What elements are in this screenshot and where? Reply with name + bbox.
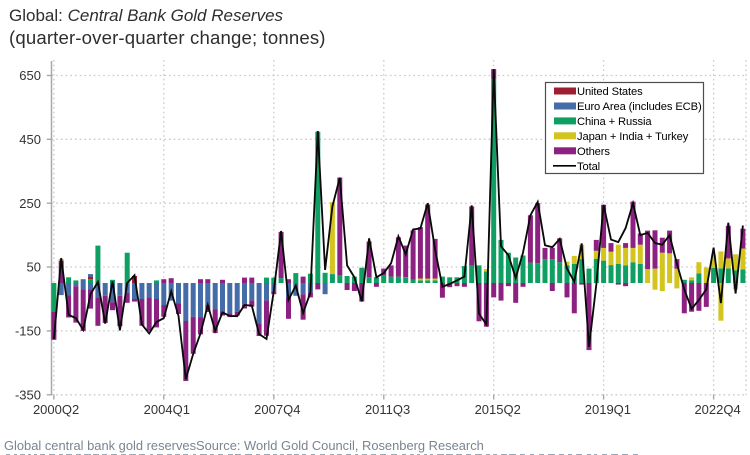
svg-text:2022Q4: 2022Q4 <box>694 402 740 417</box>
svg-text:Total: Total <box>577 161 600 173</box>
svg-text:2011Q3: 2011Q3 <box>365 402 410 417</box>
svg-text:2007Q4: 2007Q4 <box>254 402 300 417</box>
svg-text:United States: United States <box>577 86 643 98</box>
svg-text:China + Russia: China + Russia <box>577 116 652 128</box>
svg-text:650: 650 <box>19 68 41 83</box>
svg-text:-350: -350 <box>15 387 41 402</box>
svg-text:2000Q2: 2000Q2 <box>33 402 79 417</box>
svg-text:Others: Others <box>577 146 610 158</box>
svg-text:Euro Area (includes ECB): Euro Area (includes ECB) <box>577 101 702 113</box>
svg-text:Japan + India + Turkey: Japan + India + Turkey <box>577 131 689 143</box>
svg-text:-150: -150 <box>15 324 41 339</box>
svg-text:50: 50 <box>27 260 41 275</box>
svg-text:250: 250 <box>19 196 41 211</box>
svg-text:450: 450 <box>19 132 41 147</box>
svg-text:2019Q1: 2019Q1 <box>585 402 631 417</box>
svg-text:2004Q1: 2004Q1 <box>144 402 190 417</box>
svg-text:2015Q2: 2015Q2 <box>475 402 521 417</box>
